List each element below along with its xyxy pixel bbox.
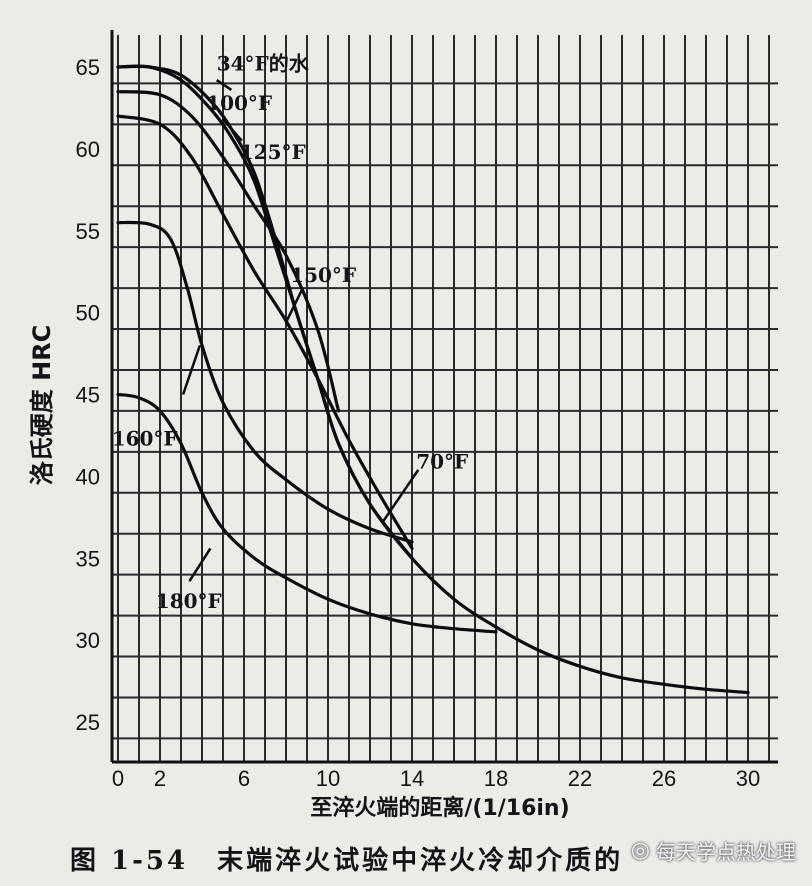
x-tick-label: 22 — [568, 766, 592, 791]
x-axis-label: 至淬火端的距离/(1/16in) — [310, 795, 569, 821]
annotation-label: 70°F — [416, 450, 468, 474]
x-tick-label: 26 — [652, 766, 676, 791]
annotation-label: 100°F — [206, 91, 272, 115]
annotation-label: 180°F — [156, 589, 222, 613]
x-tick-label: 14 — [400, 766, 424, 791]
series-line-3 — [116, 114, 414, 550]
wechat-icon: ◎ — [630, 838, 650, 863]
annotation-label: 34°F的水 — [217, 52, 310, 76]
x-tick-label: 18 — [484, 766, 508, 791]
series-line-2 — [116, 90, 341, 413]
y-tick-label: 65 — [76, 55, 100, 80]
x-tick-label: 30 — [736, 766, 760, 791]
annotation-leader — [188, 547, 212, 582]
x-tick-label: 0 — [112, 766, 124, 791]
annotation-leader — [222, 118, 243, 142]
x-tick-label: 6 — [238, 766, 250, 791]
series-annotations: 34°F的水 100°F 125°F 150°F 160°F 70°F 180°F — [112, 52, 469, 613]
annotation-leader — [216, 79, 233, 91]
y-tick-label: 50 — [76, 301, 100, 326]
annotation-label: 125°F — [240, 140, 306, 164]
y-tick-label: 60 — [76, 137, 100, 162]
chart-frame — [110, 30, 778, 764]
figure-caption: 图 1-54 末端淬火试验中淬火冷却介质的 — [70, 846, 624, 876]
watermark: ◎ 每天学点热处理 — [631, 836, 796, 865]
y-tick-label: 35 — [76, 546, 100, 571]
annotation-label: 150°F — [290, 263, 356, 287]
annotation-leader — [249, 171, 262, 196]
x-tick-label: 2 — [154, 766, 166, 791]
watermark-text: 每天学点热处理 — [656, 840, 796, 864]
y-tick-label: 40 — [76, 464, 100, 489]
y-tick-label: 30 — [76, 628, 100, 653]
annotation-leader — [284, 287, 304, 323]
y-tick-label: 25 — [76, 710, 100, 735]
annotation-leader — [381, 469, 420, 523]
series-line-4 — [116, 220, 414, 544]
y-tick-label: 45 — [76, 383, 100, 408]
x-tick-label: 10 — [316, 766, 340, 791]
annotation-leader — [181, 344, 202, 395]
y-axis-label: 洛氏硬度 HRC — [28, 325, 56, 486]
series-lines — [116, 64, 750, 695]
y-tick-label: 55 — [76, 219, 100, 244]
annotation-label: 160°F — [112, 427, 178, 451]
series-line-5 — [116, 392, 498, 634]
